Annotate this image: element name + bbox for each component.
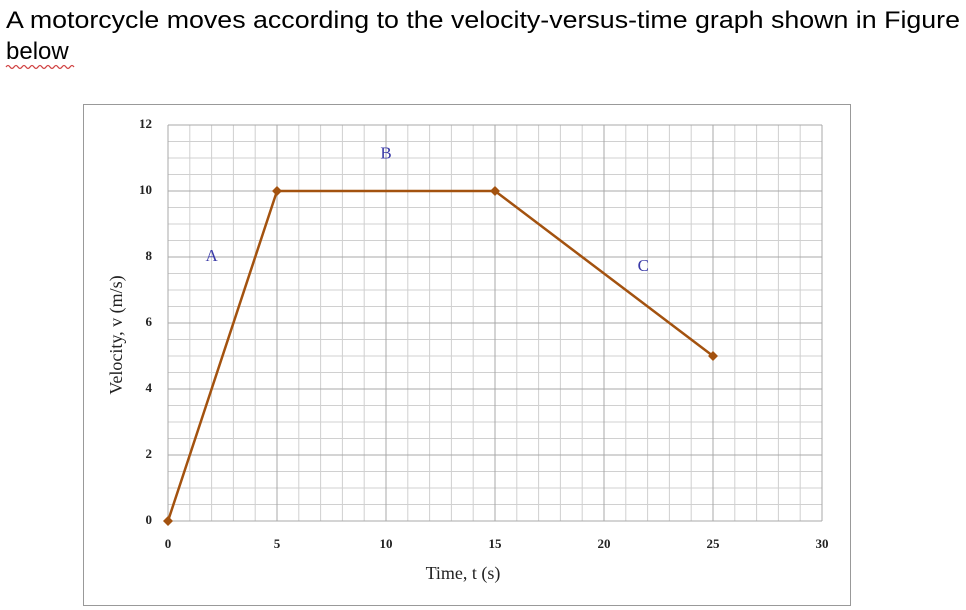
data-point (163, 516, 173, 526)
plot: 0 5 10 15 20 25 30 0 2 4 6 8 10 12 Time, t (s) Velocity… (106, 116, 829, 584)
y-axis-label: Velocity, v (m/s) (106, 275, 127, 394)
question-line: below (6, 38, 69, 65)
spellcheck-underline (5, 64, 75, 70)
x-tick-label: 0 (165, 536, 172, 551)
data-point (272, 186, 282, 196)
x-tick-label: 5 (274, 536, 281, 551)
x-tick-label: 15 (489, 536, 503, 551)
y-tick-label: 2 (146, 446, 153, 461)
data-point (708, 351, 718, 361)
y-tick-label: 10 (139, 182, 152, 197)
data-line (166, 189, 714, 522)
y-tick-label: 0 (146, 512, 153, 527)
y-tick-label: 12 (139, 116, 152, 131)
chart-frame (83, 104, 851, 606)
y-tick-label: 6 (146, 314, 153, 329)
x-tick-label: 20 (598, 536, 611, 551)
y-tick-label: 4 (146, 380, 153, 395)
data-point (490, 186, 500, 196)
x-tick-label: 30 (816, 536, 829, 551)
x-tick-label: 10 (380, 536, 393, 551)
annotation: C (638, 256, 649, 275)
x-axis-label: Time, t (s) (426, 563, 501, 584)
annotation: B (380, 144, 391, 163)
y-tick-label: 8 (146, 248, 153, 263)
x-tick-label: 25 (707, 536, 721, 551)
annotation: A (205, 246, 218, 265)
question-line: A motorcycle moves according to the velo… (6, 7, 960, 34)
